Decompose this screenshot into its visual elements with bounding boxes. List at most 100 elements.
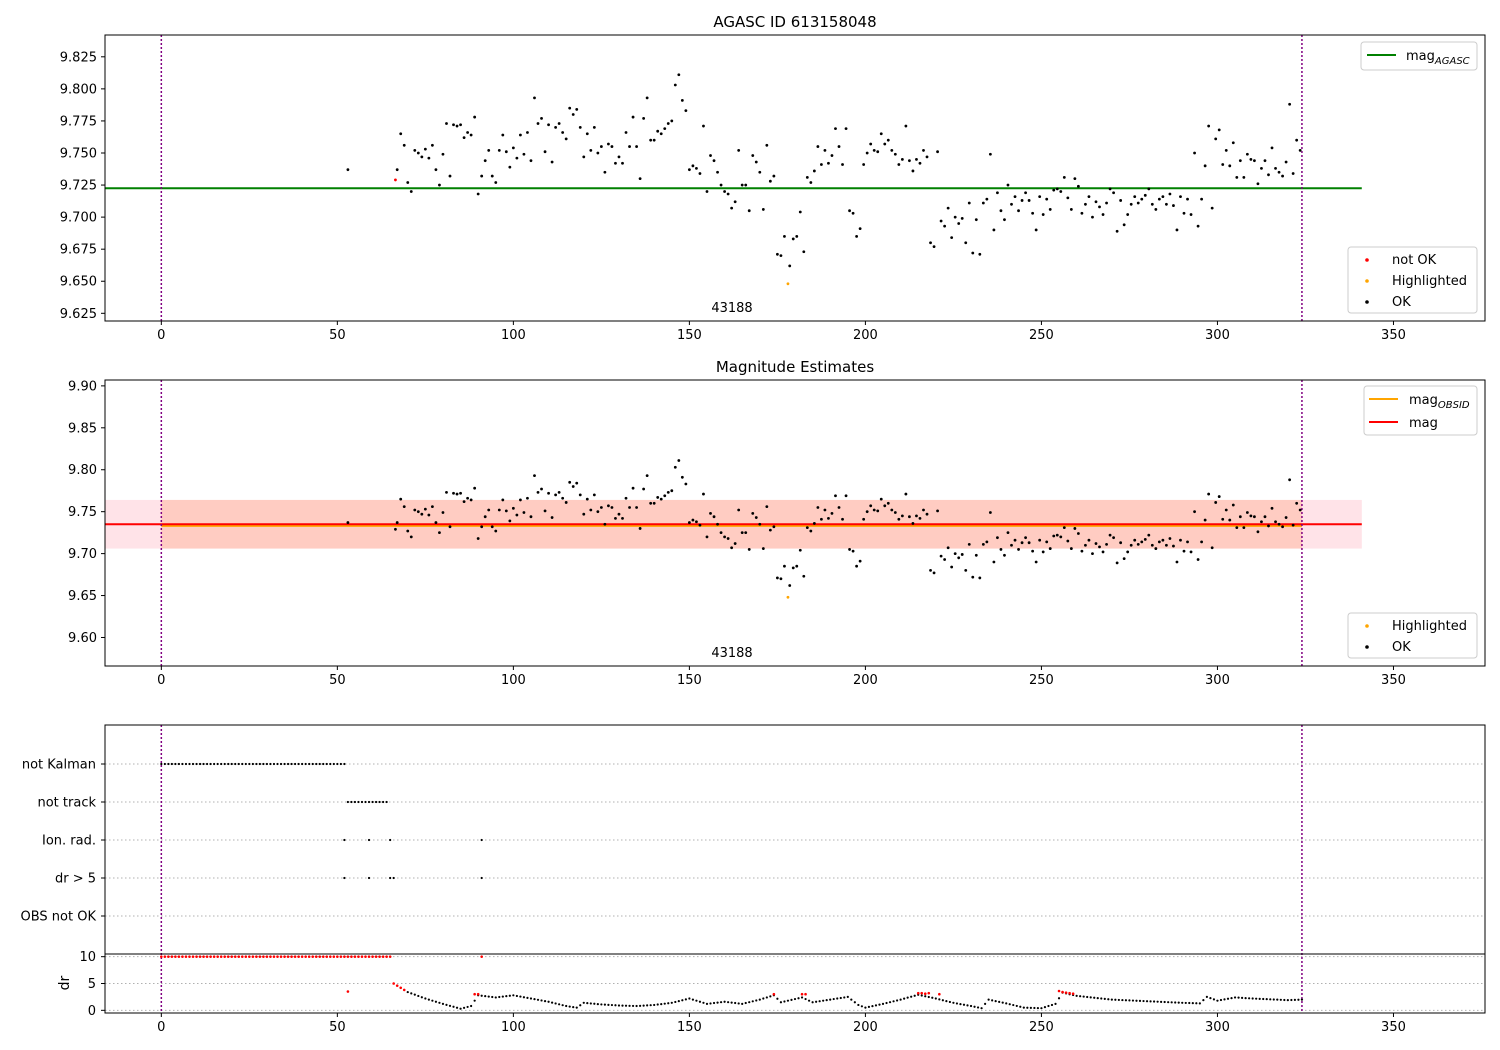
dr-point <box>744 1001 747 1005</box>
ok-point <box>459 491 462 495</box>
dr-point <box>1100 997 1103 1000</box>
ok-point <box>1263 515 1267 519</box>
dr-point <box>1047 1004 1050 1008</box>
ok-point <box>427 513 431 517</box>
dr-point <box>948 1000 951 1004</box>
dr-point <box>881 1002 885 1005</box>
dr-point <box>716 1001 719 1004</box>
x-tick-label: 200 <box>853 673 878 688</box>
dr-point-not-ok <box>251 955 255 958</box>
dr-point-not-ok <box>402 988 406 992</box>
ok-point <box>635 145 638 148</box>
legend2-highlighted-marker <box>1365 624 1369 628</box>
dr-point <box>1167 1001 1170 1004</box>
ok-point <box>1062 175 1066 179</box>
ok-point <box>1186 197 1189 201</box>
ok-point <box>761 208 765 211</box>
dr-point-not-ok <box>343 955 346 958</box>
dr-point <box>695 999 698 1002</box>
ok-point <box>740 531 744 535</box>
ok-point <box>1069 547 1073 550</box>
dr-point-not-ok <box>480 955 483 958</box>
dr-point <box>797 997 800 1000</box>
ok-point <box>1154 547 1158 550</box>
ok-point <box>452 123 455 127</box>
ok-point <box>695 166 698 170</box>
ok-point <box>904 124 908 128</box>
ok-point <box>1157 197 1161 201</box>
ok-point <box>508 165 512 169</box>
ok-point <box>1179 195 1182 198</box>
flag-point <box>184 762 188 766</box>
flag-point <box>311 762 314 766</box>
ok-point <box>939 219 943 223</box>
dr-point-not-ok <box>927 991 931 995</box>
ok-point <box>571 485 575 488</box>
ok-point <box>812 522 816 525</box>
flag-point <box>343 876 346 880</box>
ok-point <box>628 145 631 148</box>
dr-point <box>1005 1002 1008 1005</box>
flag-label: not track <box>37 796 96 811</box>
ok-point <box>1182 211 1186 215</box>
ok-point <box>645 474 649 478</box>
dr-point <box>1198 1002 1201 1005</box>
ok-point <box>529 515 533 519</box>
dr-point-not-ok <box>255 955 258 958</box>
ok-point <box>925 512 929 516</box>
ok-point <box>1108 187 1112 191</box>
ok-point <box>1105 542 1108 546</box>
dr-point <box>417 994 420 998</box>
ok-point <box>1175 560 1179 564</box>
ok-point <box>841 517 844 521</box>
dr-point <box>424 997 427 1000</box>
y-tick-label: 9.65 <box>68 589 97 604</box>
flag-point <box>181 762 184 766</box>
ok-point <box>673 465 677 469</box>
dr-point-not-ok <box>276 955 279 958</box>
ok-point <box>865 510 869 514</box>
ok-point <box>695 520 698 524</box>
ok-point <box>837 506 841 509</box>
ok-point <box>879 132 883 136</box>
ok-point <box>568 480 572 484</box>
ok-point <box>561 131 565 134</box>
flag-point <box>304 762 307 766</box>
ok-point <box>1066 196 1070 200</box>
dr-point <box>1075 994 1078 997</box>
dr-point <box>515 994 518 998</box>
flag-label: OBS not OK <box>21 910 97 925</box>
ok-point <box>504 509 508 513</box>
panel-flags-dr-ylabel: dr <box>57 975 73 990</box>
ok-point <box>536 122 540 125</box>
ok-point <box>441 511 445 514</box>
ok-point <box>592 125 596 129</box>
ok-point <box>1154 208 1158 211</box>
ok-point <box>851 549 855 553</box>
ok-point <box>585 132 589 136</box>
ok-point <box>631 486 635 490</box>
ok-point <box>872 149 876 152</box>
ok-point <box>936 150 939 154</box>
flag-point <box>336 762 339 766</box>
dr-point-not-ok <box>216 955 219 958</box>
legend2-ok-marker <box>1365 645 1369 649</box>
ok-point <box>557 122 561 125</box>
dr-point-not-ok <box>371 955 374 958</box>
dr-point <box>674 1000 677 1004</box>
dr-point <box>420 996 423 999</box>
dr-point <box>473 999 476 1002</box>
dr-point <box>610 1003 614 1007</box>
y-tick-label: 9.625 <box>60 307 97 322</box>
x-tick-label: 250 <box>1029 673 1054 688</box>
dr-point-not-ok <box>181 955 184 958</box>
ok-point <box>448 525 452 529</box>
ok-point <box>582 155 586 159</box>
ok-point <box>501 498 505 502</box>
dr-point <box>741 1002 744 1005</box>
ok-point <box>985 540 989 544</box>
ok-point <box>1062 526 1066 530</box>
flag-point <box>276 762 279 766</box>
panel-mag-x-axis: 0 50 100 150 200 250 300 350 <box>157 666 1406 688</box>
ok-point <box>687 521 691 524</box>
